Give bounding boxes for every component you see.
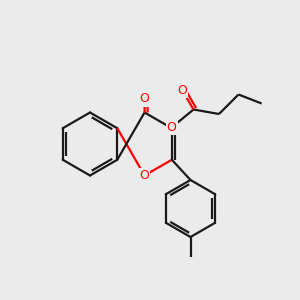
Text: O: O bbox=[140, 92, 149, 106]
Text: O: O bbox=[140, 169, 149, 182]
Text: O: O bbox=[167, 121, 176, 134]
Text: O: O bbox=[178, 84, 187, 97]
